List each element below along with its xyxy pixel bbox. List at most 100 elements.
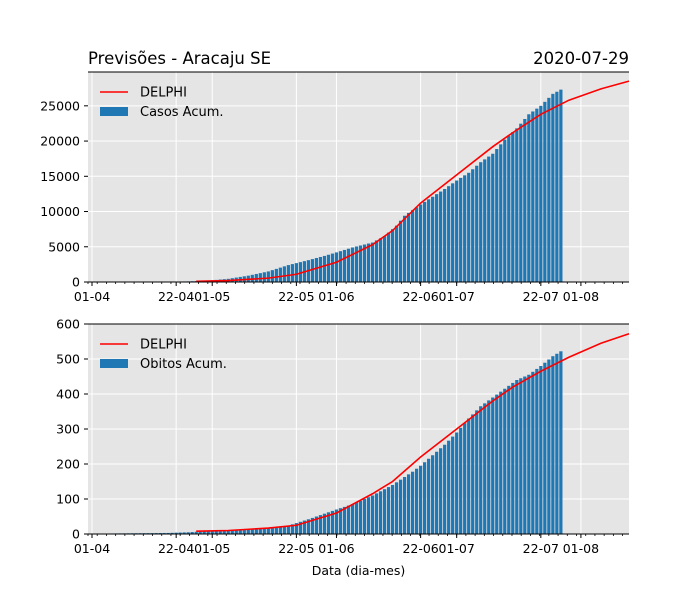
bar (282, 266, 286, 282)
bar (254, 273, 258, 282)
delphi-line (196, 333, 630, 532)
bar (443, 444, 447, 534)
bar (559, 351, 563, 534)
bar (475, 410, 479, 534)
bar (415, 468, 419, 534)
bar (394, 225, 399, 282)
bar (463, 423, 467, 534)
bar (242, 529, 246, 534)
bar (374, 240, 379, 282)
bar (366, 243, 371, 282)
bar (354, 502, 359, 534)
bar (515, 380, 519, 534)
bar (174, 532, 178, 534)
bar (254, 528, 258, 534)
bar (170, 532, 174, 534)
chart-title: Previsões - Aracaju SE (88, 49, 271, 68)
x-tick-label: 01-04 (74, 289, 110, 304)
bar (406, 474, 411, 534)
bar (298, 521, 302, 534)
bar (555, 91, 559, 283)
bar (431, 455, 435, 534)
bar (190, 532, 194, 534)
bar (358, 245, 363, 282)
bar (214, 531, 218, 534)
bar (326, 254, 331, 282)
bar (398, 479, 403, 534)
bar (511, 132, 515, 282)
bar (178, 532, 182, 534)
bar (322, 513, 327, 534)
bar (354, 246, 359, 282)
bar (306, 519, 311, 534)
bar (322, 255, 327, 282)
bar (463, 175, 467, 282)
bar (390, 229, 395, 282)
bar (523, 118, 527, 283)
x-tick-label: 01-05 (194, 289, 230, 304)
bar (479, 406, 483, 534)
y-tick-label: 300 (56, 422, 80, 437)
bar (262, 272, 266, 282)
x-tick-label: 22-05 (278, 541, 314, 556)
bar (374, 493, 379, 534)
bar (226, 530, 230, 534)
bar (499, 144, 503, 282)
bar (539, 105, 543, 282)
bar (258, 528, 262, 534)
bar (527, 114, 531, 282)
bar (182, 532, 186, 534)
bar (282, 526, 286, 534)
bar (547, 97, 551, 282)
y-tick-label: 200 (56, 457, 80, 472)
y-tick-label: 500 (56, 352, 80, 367)
bar (218, 530, 222, 534)
x-tick-label: 22-05 (278, 289, 314, 304)
y-tick-label: 600 (56, 317, 80, 332)
y-tick-label: 400 (56, 387, 80, 402)
bar (499, 391, 503, 534)
bar (475, 165, 479, 282)
legend-label-bars: Casos Acum. (140, 105, 224, 120)
bar (262, 528, 266, 534)
bar (543, 362, 547, 534)
bar (342, 506, 347, 534)
bar (378, 238, 383, 282)
bar (455, 180, 459, 282)
bar (447, 440, 451, 534)
bar (286, 525, 290, 534)
bar (222, 530, 226, 534)
bar (398, 220, 403, 282)
bar (274, 268, 278, 282)
bar (290, 524, 294, 534)
bar (431, 196, 435, 282)
bar (314, 258, 319, 282)
bar (467, 172, 471, 282)
bar (495, 149, 499, 282)
bar (543, 101, 547, 282)
bar (166, 532, 170, 534)
bar (410, 471, 415, 534)
bar (194, 531, 198, 534)
bar (443, 188, 447, 282)
bar (210, 531, 214, 534)
bar (471, 169, 475, 282)
bar (551, 93, 555, 282)
bar (523, 376, 527, 534)
cases-panel: 01-04 22-04 01-05 22-05 01-06 22-06 01-07 22-07… (40, 71, 630, 304)
bar (503, 388, 507, 534)
bar (551, 356, 555, 534)
bar (362, 244, 367, 282)
bar (527, 374, 531, 534)
bar (467, 418, 471, 534)
bar (503, 139, 507, 282)
bar (370, 495, 375, 534)
bar (531, 111, 535, 282)
x-tick-label: 01-06 (318, 541, 354, 556)
bar (451, 183, 455, 282)
bar (439, 191, 443, 282)
bar (294, 523, 298, 534)
x-tick-label: 22-07 (523, 289, 559, 304)
bar (330, 253, 335, 282)
bar (278, 267, 282, 282)
